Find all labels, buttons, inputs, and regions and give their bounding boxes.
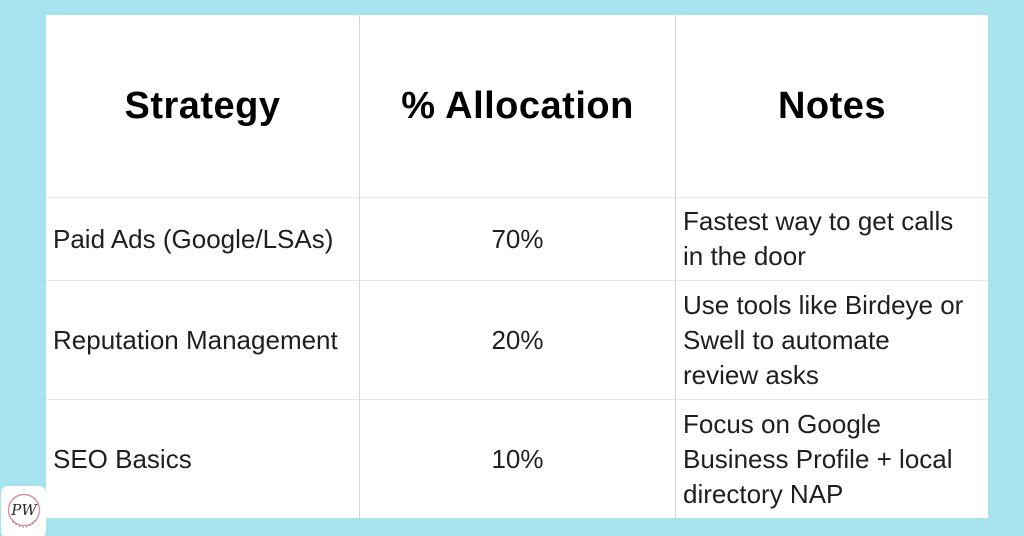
table-cell-allocation: 20% [360,281,676,400]
column-header-strategy: Strategy [46,15,360,198]
table-cell-strategy: Paid Ads (Google/LSAs) [46,198,360,281]
table-cell-strategy: Reputation Management [46,281,360,400]
table-cell-notes: Fastest way to get calls in the door [676,198,988,281]
table-cell-strategy: SEO Basics [46,400,360,518]
pw-logo-arc-dots [11,520,36,528]
pw-logo-circle [7,493,40,527]
pw-logo-graphic: PW [7,493,40,528]
table-cell-allocation: 70% [360,198,676,281]
table-cell-allocation: 10% [360,400,676,518]
column-header-notes: Notes [676,15,988,198]
pw-logo-text: PW [10,501,38,519]
table-cell-notes: Use tools like Birdeye or Swell to autom… [676,281,988,400]
column-header-allocation: % Allocation [360,15,676,198]
allocation-table: Strategy % Allocation Notes Paid Ads (Go… [46,15,988,518]
pw-logo: PW [1,486,46,536]
table-cell-notes: Focus on Google Business Profile + local… [683,408,953,509]
